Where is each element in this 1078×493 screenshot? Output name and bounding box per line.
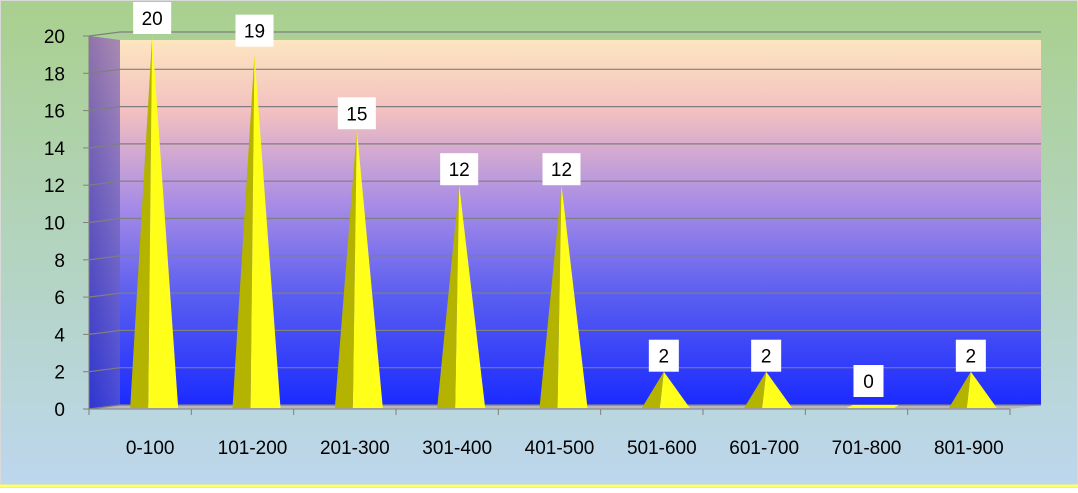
y-tick-label: 2 <box>54 363 65 384</box>
data-label-box <box>751 339 782 372</box>
gridline <box>88 105 1041 112</box>
gridline <box>88 255 1041 261</box>
data-label: 12 <box>440 153 479 186</box>
data-label: 2 <box>955 339 986 372</box>
data-label: 0 <box>853 365 884 397</box>
x-tick-label: 501-600 <box>627 438 697 459</box>
pyramid-shade <box>744 371 767 408</box>
y-tick-label: 8 <box>54 251 65 272</box>
y-tick-label: 18 <box>44 64 65 85</box>
x-axis: 0-100 101-200 201-300 301-400 401-500 501-600… <box>88 408 1011 459</box>
y-tick-label: 14 <box>44 139 66 160</box>
pyramid-bar <box>250 54 281 409</box>
data-label-box <box>133 2 172 34</box>
gridline <box>88 68 1041 74</box>
data-label-box <box>853 365 884 397</box>
x-tick-label: 801-900 <box>934 438 1004 459</box>
data-label-text: 15 <box>346 104 367 125</box>
data-label-box <box>235 14 274 47</box>
data-label-box <box>337 97 376 130</box>
data-label: 19 <box>235 14 274 47</box>
y-tick-label: 6 <box>54 288 65 309</box>
side-wall-shade <box>89 36 120 409</box>
pyramid-bar <box>846 405 899 408</box>
data-label-box <box>648 339 679 372</box>
data-label: 2 <box>751 339 782 372</box>
x-tick-label: 601-700 <box>729 438 799 459</box>
gridline <box>88 143 1041 149</box>
data-label-text: 2 <box>659 347 670 368</box>
pyramid-bar <box>557 185 588 408</box>
data-marks <box>130 36 997 409</box>
y-tick-label: 20 <box>44 27 65 48</box>
pyramid-bar <box>659 371 690 408</box>
data-label: 12 <box>542 153 581 186</box>
data-label-text: 12 <box>449 160 470 181</box>
gridline <box>88 180 1041 186</box>
data-label-text: 20 <box>142 9 163 30</box>
y-tick-label: 10 <box>44 214 65 235</box>
data-label: 20 <box>133 2 172 34</box>
x-tick-label: 301-400 <box>422 438 492 459</box>
gridline <box>88 367 1041 373</box>
gridline <box>88 404 1041 410</box>
data-label-text: 19 <box>244 22 265 43</box>
y-tick-label: 0 <box>54 400 65 421</box>
data-label-box <box>440 153 479 186</box>
pyramid-shade <box>334 129 357 408</box>
gridline <box>88 217 1041 224</box>
y-tick-label: 16 <box>44 102 65 123</box>
data-label: 15 <box>337 97 376 130</box>
pyramid-shade <box>130 36 153 408</box>
gridline <box>88 31 1041 37</box>
pyramid-shade <box>948 371 971 408</box>
pyramid-shade <box>437 185 460 408</box>
pyramid-bar <box>352 129 383 408</box>
data-label: 2 <box>648 339 679 372</box>
y-tick-label: 4 <box>54 325 65 346</box>
data-label-text: 2 <box>966 347 977 368</box>
data-label-text: 2 <box>761 347 772 368</box>
gridline <box>88 329 1041 335</box>
data-label-text: 0 <box>863 372 874 393</box>
y-axis: 0 2 4 6 8 10 12 14 16 18 20 <box>44 27 90 421</box>
data-label-box <box>955 339 986 372</box>
x-tick-label: 0-100 <box>126 438 175 459</box>
pyramid-bar <box>455 185 486 408</box>
data-label-text: 12 <box>551 160 572 181</box>
x-tick-label: 101-200 <box>218 438 288 459</box>
pyramid-shade <box>539 185 562 408</box>
gridline <box>88 292 1041 298</box>
pyramid-shade <box>232 54 255 409</box>
y-tick-label: 12 <box>44 176 65 197</box>
data-label-box <box>542 153 581 186</box>
x-tick-label: 401-500 <box>525 438 595 459</box>
pyramid-bar <box>762 371 793 408</box>
grid-lines <box>88 31 1041 410</box>
x-tick-label: 701-800 <box>832 438 902 459</box>
x-tick-label: 201-300 <box>320 438 390 459</box>
pyramid-bar <box>148 36 179 408</box>
pyramid-bar <box>966 371 997 408</box>
pyramid-shade <box>641 371 664 408</box>
